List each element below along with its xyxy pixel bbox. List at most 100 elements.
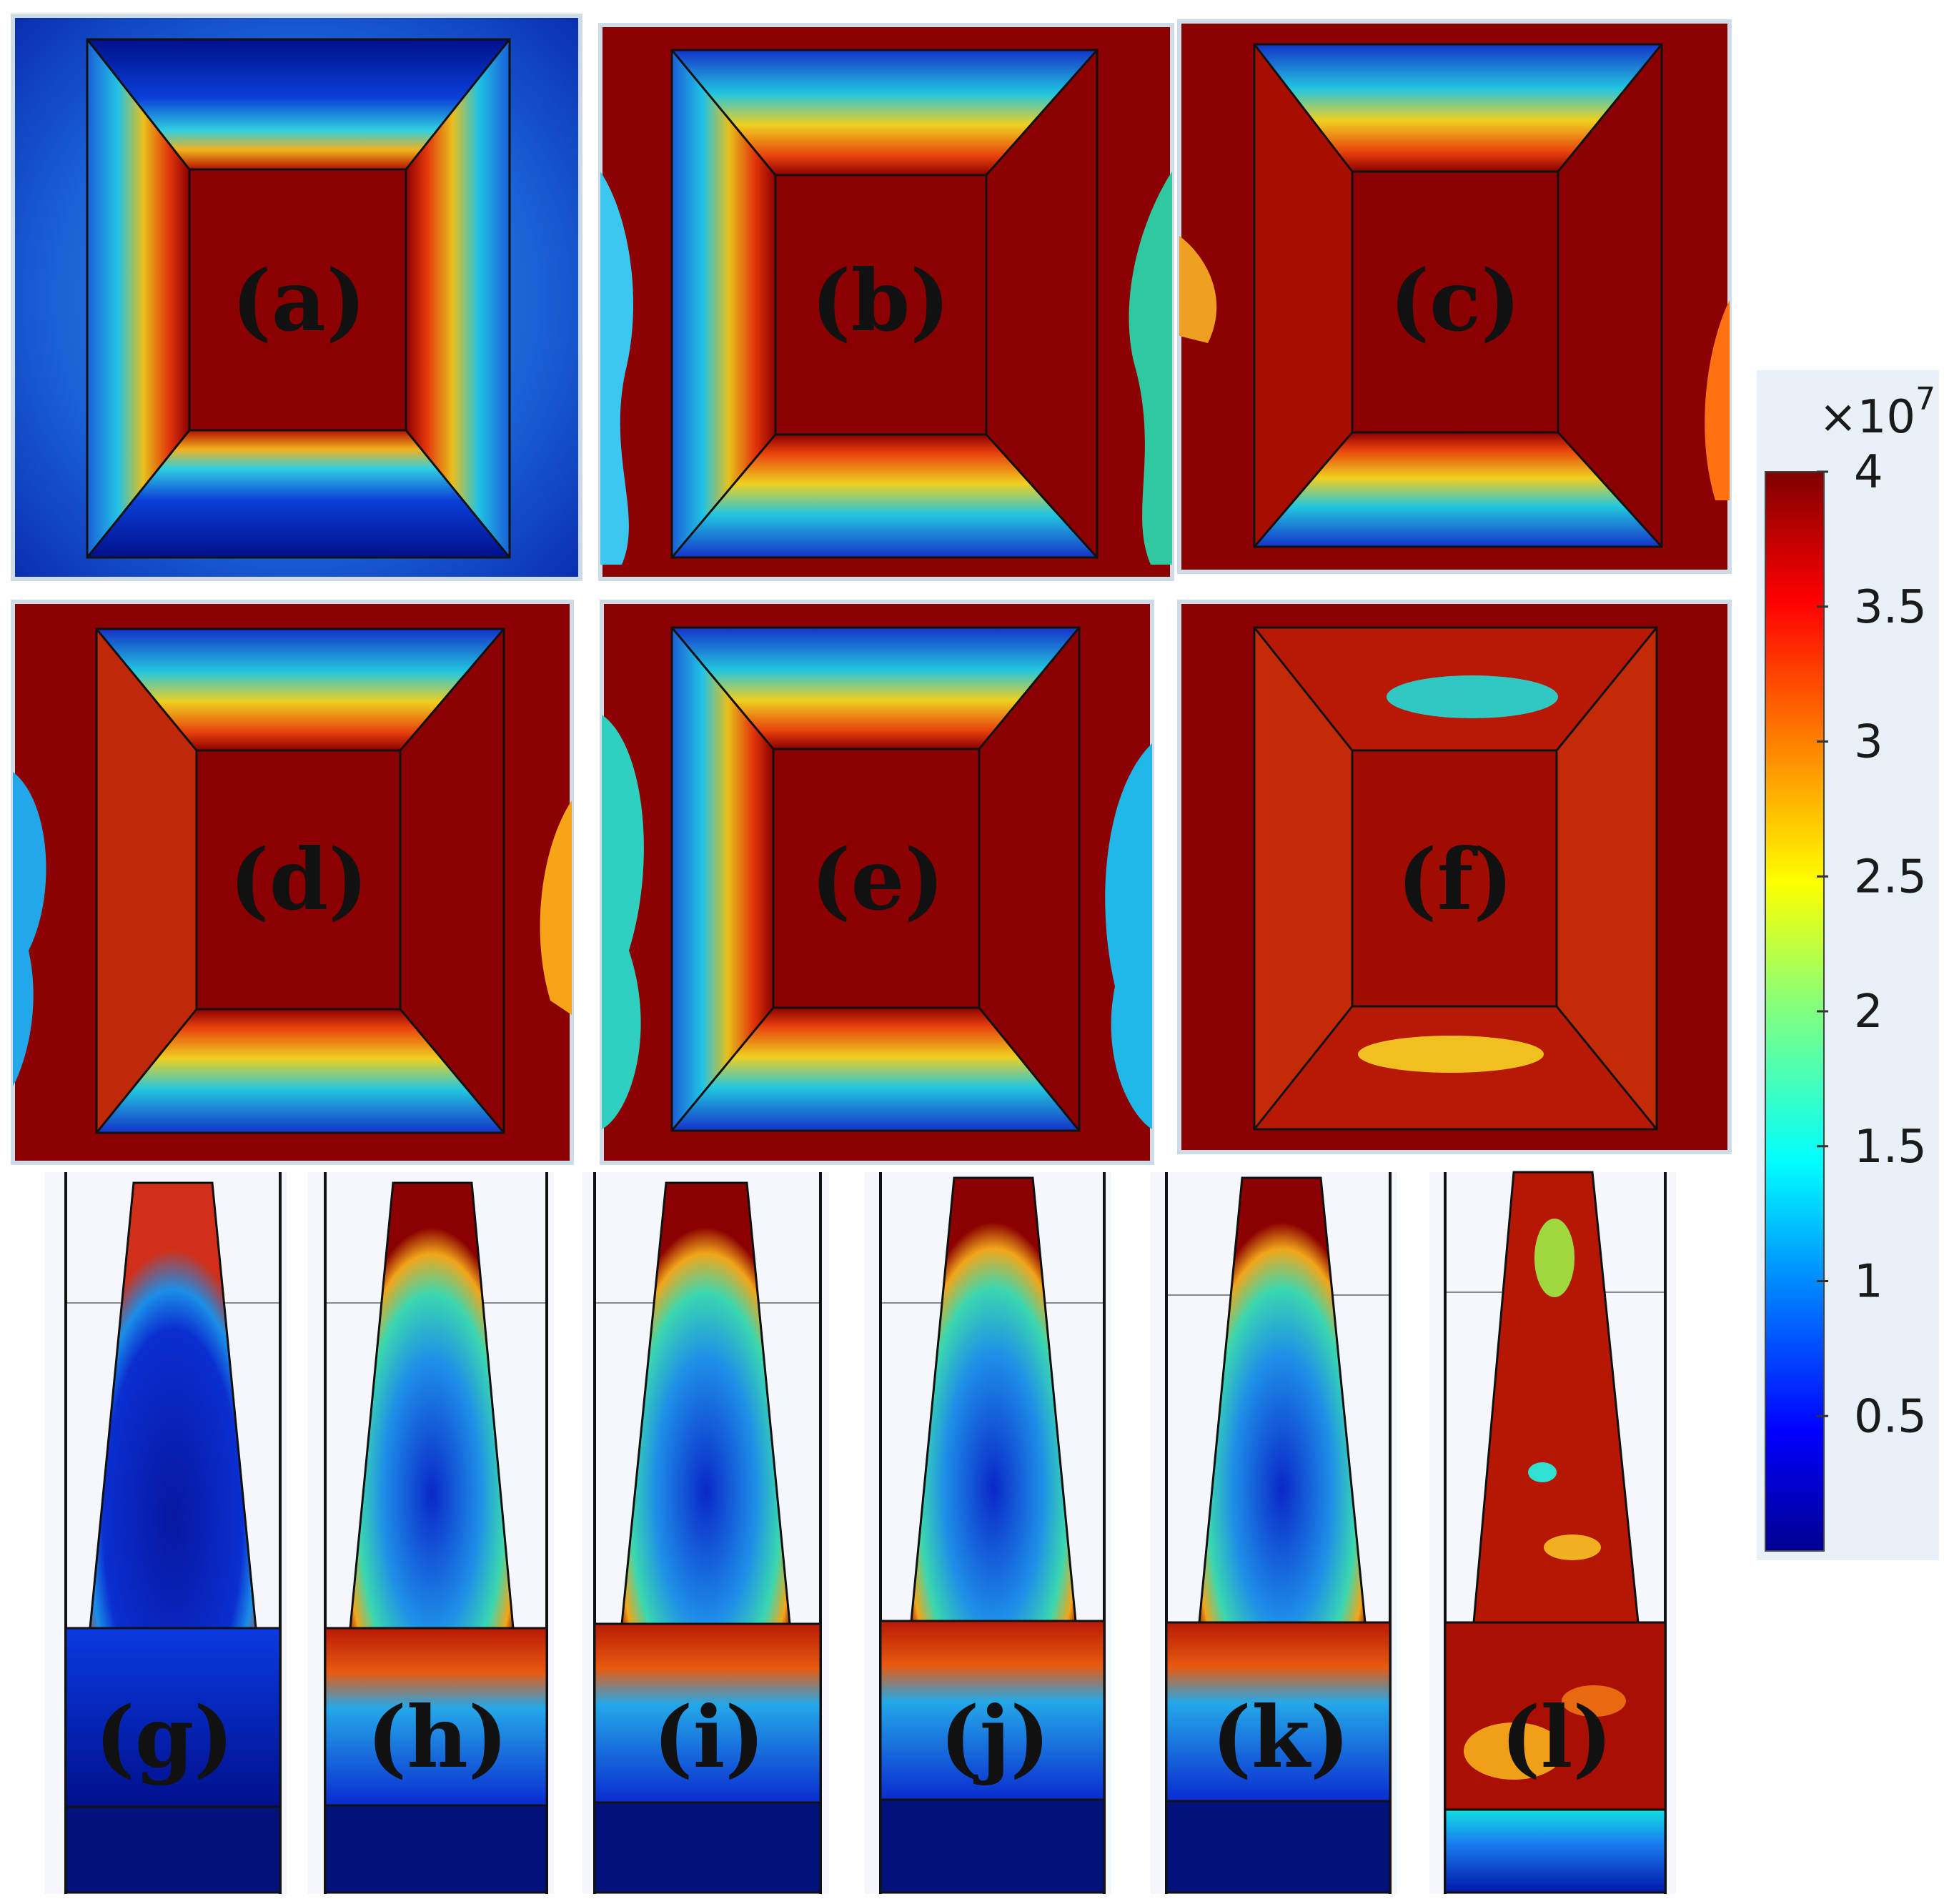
colorbar-ticks: 4 3.5 3 2.5 2 1.5 1 0.5	[1817, 446, 1927, 1443]
panel-d-edge-4	[399, 1008, 505, 1134]
panel-b: (b)	[598, 23, 1174, 581]
panel-d-top-wall	[96, 629, 504, 750]
panel-d-outer-field-right	[540, 800, 572, 1015]
panel-a-label: (a)	[232, 251, 366, 350]
panel-i: (i)	[582, 1172, 829, 1894]
panel-d-label: (d)	[229, 830, 368, 929]
panel-g-label: (g)	[95, 1687, 234, 1787]
panel-a-edge-2	[405, 39, 511, 170]
panel-l-nozzle-spot-3	[1544, 1534, 1601, 1560]
panel-j-outlet	[879, 1798, 1106, 1894]
panel-e-label: (e)	[811, 830, 945, 929]
panel-a-floor	[188, 168, 407, 432]
panel-b-edge-3	[670, 434, 777, 558]
panel-a-top-wall	[87, 39, 510, 169]
panel-b-floor	[774, 174, 988, 436]
panel-f-right-wall	[1557, 628, 1657, 1129]
panel-b-outer-field-left	[600, 172, 634, 565]
panel-l-chamber-spot-2	[1562, 1685, 1626, 1717]
panel-d-edge-3	[95, 1008, 198, 1134]
panel-d-right-wall	[400, 629, 504, 1133]
panel-f-left-wall	[1254, 628, 1352, 1129]
panel-h-chamber	[324, 1627, 548, 1807]
panel-b-edge-4	[985, 433, 1099, 559]
colorbar-tick-label: 0.5	[1854, 1390, 1927, 1443]
panel-i-outlet	[593, 1801, 822, 1894]
panel-d-outer-field-left	[13, 772, 46, 1086]
panel-b-label: (b)	[811, 251, 950, 350]
panel-j-chamber	[879, 1620, 1106, 1801]
panel-l-label: (l)	[1501, 1687, 1613, 1787]
panel-a-right-wall	[406, 39, 510, 557]
panel-i-label: (i)	[653, 1687, 765, 1787]
colorbar-tick-label: 2.5	[1854, 851, 1927, 903]
colorbar-tick-label: 1.5	[1854, 1121, 1927, 1174]
colorbar: ×107 4 3.5 3 2.5 2 1.5 1 0.5	[1757, 370, 1939, 1560]
panel-e-edge-1	[670, 627, 775, 750]
panel-a-left-wall	[87, 39, 189, 557]
panel-b-edge-1	[670, 49, 777, 176]
colorbar-multiplier: ×107	[1819, 381, 1935, 444]
panel-c-left-wall	[1254, 44, 1352, 547]
panel-d-edge-2	[399, 628, 505, 751]
panel-h-label: (h)	[367, 1687, 507, 1787]
panel-l-chamber-spot-1	[1464, 1722, 1564, 1780]
panel-c-outer-field-right	[1705, 300, 1730, 500]
panel-a-edge-3	[86, 430, 191, 558]
panel-b-top-wall	[672, 50, 1097, 175]
panel-d-edge-1	[95, 628, 198, 751]
panel-f-edge-4	[1555, 1006, 1658, 1130]
panel-a-bottom-wall	[87, 430, 510, 557]
panel-b-bottom-wall	[672, 435, 1097, 557]
panel-j: (j)	[865, 1172, 1111, 1894]
panel-l-nozzle-spot-2	[1528, 1462, 1557, 1482]
panel-l-nozzle-spot-1	[1534, 1219, 1574, 1297]
panel-c-edge-2	[1557, 44, 1663, 172]
panel-a: (a)	[11, 14, 582, 581]
panel-f-edge-2	[1555, 627, 1658, 751]
panel-h: (h)	[307, 1172, 554, 1894]
panel-d-floor	[195, 749, 402, 1011]
panel-e-floor	[772, 748, 981, 1009]
panel-c-right-wall	[1558, 44, 1662, 547]
panel-d-left-wall	[96, 629, 197, 1133]
panel-f-label: (f)	[1397, 830, 1513, 929]
colorbar-tick-label: 3.5	[1854, 581, 1927, 634]
panel-c-outer-field-left	[1179, 236, 1217, 343]
panel-k-outlet	[1165, 1800, 1392, 1894]
panel-g: (g)	[44, 1172, 287, 1894]
panel-g-outlet	[64, 1805, 282, 1894]
panel-c-label: (c)	[1389, 251, 1521, 350]
panel-b-left-wall	[672, 50, 775, 557]
panel-c-bottom-wall	[1254, 432, 1662, 547]
panel-e-top-wall	[672, 628, 1079, 749]
panel-i-chamber	[593, 1622, 822, 1804]
colorbar-bar	[1765, 471, 1825, 1552]
panel-a-edge-1	[86, 39, 191, 170]
panel-c-edge-4	[1557, 431, 1663, 548]
panel-l: (l)	[1429, 1171, 1676, 1894]
panel-c-edge-1	[1253, 44, 1354, 172]
panel-f: (f)	[1177, 600, 1732, 1154]
panel-c-top-wall	[1254, 44, 1662, 172]
panel-f-top-spot	[1387, 675, 1558, 718]
colorbar-tick-label: 1	[1854, 1256, 1883, 1309]
panel-k-chamber	[1165, 1621, 1392, 1803]
panel-c-edge-3	[1253, 432, 1354, 547]
colorbar-tick-label: 2	[1854, 986, 1883, 1038]
panel-a-edge-4	[405, 430, 511, 558]
panel-e-edge-3	[670, 1007, 775, 1131]
panel-e-left-wall	[672, 628, 773, 1131]
colorbar-tick-label: 3	[1854, 716, 1883, 769]
panel-c-floor	[1351, 170, 1559, 434]
panel-f-edge-3	[1253, 1006, 1354, 1130]
panel-e-right-wall	[979, 628, 1079, 1131]
colorbar-tick-label: 4	[1854, 446, 1883, 499]
panel-e-edge-2	[978, 627, 1081, 750]
panel-f-bottom-spot	[1358, 1036, 1544, 1073]
panel-e-edge-4	[978, 1007, 1081, 1131]
panel-l-chamber	[1444, 1621, 1667, 1811]
panel-k: (k)	[1151, 1172, 1397, 1894]
panel-e-bottom-wall	[672, 1008, 1079, 1131]
